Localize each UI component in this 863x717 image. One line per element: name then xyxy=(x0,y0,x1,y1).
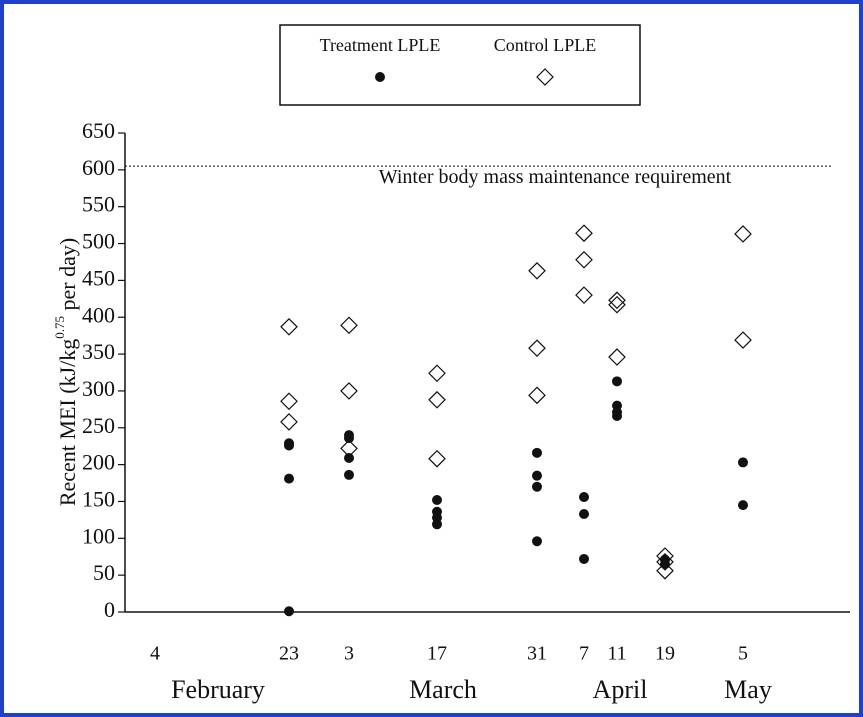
month-label: April xyxy=(593,675,648,704)
x-tick-label: 3 xyxy=(344,643,354,665)
legend-box xyxy=(279,24,641,106)
y-tick-label: 300 xyxy=(82,376,115,401)
control-point xyxy=(280,317,298,336)
control-point xyxy=(734,225,752,243)
control-point xyxy=(340,316,358,335)
treatment-point xyxy=(612,410,622,421)
y-axis-label: Recent MEI (kJ/kg0.75 per day) xyxy=(52,238,80,506)
treatment-point xyxy=(284,606,294,617)
control-point xyxy=(608,295,626,314)
treatment-point xyxy=(432,519,442,530)
control-point xyxy=(528,261,546,280)
treatment-point xyxy=(284,473,294,484)
y-tick-label: 150 xyxy=(82,487,115,512)
control-point xyxy=(340,382,358,400)
control-point xyxy=(575,286,593,304)
y-tick-label: 550 xyxy=(82,192,115,217)
legend-label: Treatment LPLE xyxy=(320,35,441,55)
treatment-point xyxy=(612,376,622,387)
treatment-point xyxy=(284,440,294,451)
y-tick-label: 0 xyxy=(104,597,115,622)
control-point xyxy=(608,348,626,366)
y-tick-label: 450 xyxy=(82,265,115,290)
x-tick-label: 23 xyxy=(279,643,299,665)
treatment-point xyxy=(532,447,542,458)
treatment-point xyxy=(344,469,354,480)
control-point xyxy=(280,392,298,411)
legend-marker xyxy=(536,68,554,86)
x-tick-label: 4 xyxy=(150,643,160,665)
control-point xyxy=(528,339,546,358)
treatment-point xyxy=(579,508,589,519)
treatment-point xyxy=(532,536,542,547)
control-point xyxy=(575,224,593,243)
month-label: May xyxy=(724,675,772,704)
legend-label: Control LPLE xyxy=(494,35,597,55)
y-tick-label: 600 xyxy=(82,155,115,180)
control-point xyxy=(608,291,626,310)
treatment-point xyxy=(432,494,442,505)
x-tick-label: 7 xyxy=(579,643,589,665)
y-tick-label: 50 xyxy=(93,560,115,585)
control-point xyxy=(734,331,752,349)
x-tick-label: 19 xyxy=(655,643,675,665)
treatment-point xyxy=(532,470,542,481)
control-point xyxy=(280,413,298,431)
control-point xyxy=(575,250,593,269)
control-point xyxy=(428,390,446,409)
x-tick-label: 11 xyxy=(607,643,626,665)
y-tick-label: 350 xyxy=(82,339,115,364)
month-label: March xyxy=(409,675,477,704)
x-tick-label: 31 xyxy=(527,643,547,665)
treatment-point xyxy=(532,481,542,492)
control-point xyxy=(656,553,674,571)
treatment-point xyxy=(579,553,589,564)
treatment-point xyxy=(738,457,748,468)
treatment-point xyxy=(344,433,354,444)
control-point xyxy=(656,547,674,565)
y-tick-label: 500 xyxy=(82,229,115,254)
reference-label: Winter body mass maintenance requirement xyxy=(379,166,732,188)
x-tick-label: 17 xyxy=(427,643,447,665)
x-tick-label: 5 xyxy=(738,643,748,665)
treatment-point xyxy=(579,492,589,503)
y-tick-label: 400 xyxy=(82,302,115,327)
control-point xyxy=(528,386,546,405)
month-label: February xyxy=(171,675,265,704)
y-tick-label: 250 xyxy=(82,413,115,438)
control-point xyxy=(428,364,446,383)
treatment-point xyxy=(738,500,748,511)
y-tick-label: 650 xyxy=(82,118,115,143)
treatment-point xyxy=(344,452,354,463)
y-tick-label: 200 xyxy=(82,450,115,475)
y-tick-label: 100 xyxy=(82,523,115,548)
control-point xyxy=(428,449,446,468)
control-point xyxy=(656,561,674,580)
control-point xyxy=(340,439,358,458)
legend-marker xyxy=(375,72,385,82)
